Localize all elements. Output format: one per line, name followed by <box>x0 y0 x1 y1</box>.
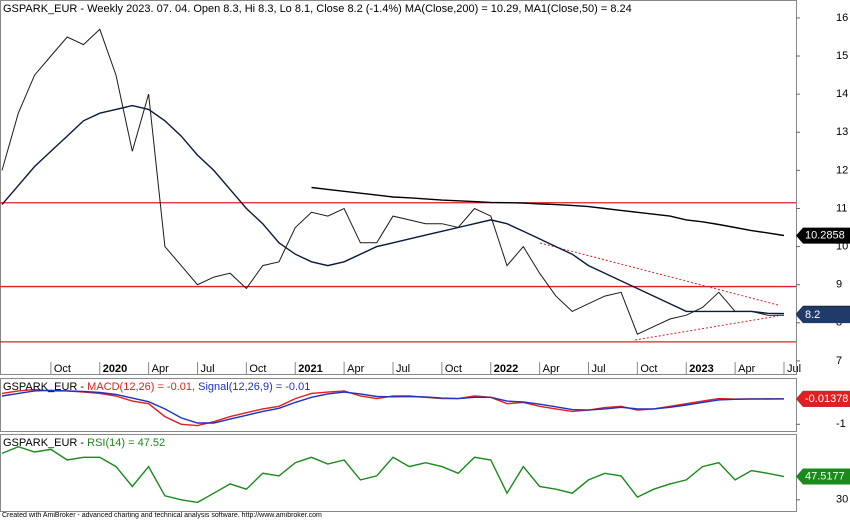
series-line <box>1 104 785 315</box>
x-tick-label: Jul <box>787 363 801 375</box>
marker-label: 8.2 <box>805 309 820 321</box>
panel-frame <box>0 434 797 512</box>
x-tick-label: 2021 <box>298 363 322 375</box>
panel-frame <box>0 378 797 432</box>
title-part: MACD(12,26) = -0.01, <box>87 381 198 393</box>
marker-box <box>796 390 850 407</box>
y-tick-label: 16 <box>836 12 848 24</box>
marker-label: 10.2858 <box>805 230 845 242</box>
value-marker: 10.2858 <box>796 227 850 244</box>
y-tick-label: 11 <box>836 202 847 214</box>
y-tick-label: 7 <box>836 355 842 367</box>
y-tick-label: 14 <box>836 88 848 100</box>
series-line <box>1 28 784 335</box>
marker-label: 47.5177 <box>805 470 845 482</box>
title-part: GSPARK_EUR - Weekly 2023. 07. 04. Open 8… <box>3 3 632 15</box>
panel-title: GSPARK_EUR - RSI(14) = 47.52 <box>3 437 165 449</box>
panel-title: GSPARK_EUR - Weekly 2023. 07. 04. Open 8… <box>3 3 632 15</box>
x-tick-label: Oct <box>249 363 266 375</box>
x-tick-label: Apr <box>152 363 169 375</box>
y-tick-label: 12 <box>836 164 848 176</box>
value-marker: -0.01378 <box>796 390 850 407</box>
value-marker: 8.2 <box>796 307 850 324</box>
series-line <box>1 389 785 424</box>
x-tick-label: Jul <box>201 363 215 375</box>
title-part: Signal(12,26,9) = -0.01 <box>198 381 310 393</box>
marker-box <box>796 307 850 324</box>
marker-box <box>796 468 850 485</box>
x-tick-label: 2022 <box>494 363 518 375</box>
title-part: GSPARK_EUR - <box>3 437 87 449</box>
x-tick-label: Oct <box>445 363 462 375</box>
trend-line <box>539 242 779 306</box>
y-tick-label: 30 <box>836 494 848 506</box>
x-tick-label: Jul <box>396 363 410 375</box>
trend-line <box>634 315 779 341</box>
x-tick-label: 2023 <box>689 363 713 375</box>
x-tick-label: Apr <box>347 363 364 375</box>
x-tick-label: Jul <box>592 363 606 375</box>
y-tick-label: 13 <box>836 126 848 138</box>
title-part: RSI(14) = 47.52 <box>87 437 165 449</box>
marker-box <box>796 227 850 244</box>
value-marker: 47.5177 <box>796 468 850 485</box>
x-tick-label: Oct <box>54 363 71 375</box>
x-tick-label: 2020 <box>103 363 127 375</box>
marker-label: -0.01378 <box>805 393 848 405</box>
panel-frame <box>0 0 797 375</box>
series-line <box>311 186 785 237</box>
series-line <box>1 445 785 504</box>
y-tick-label: 15 <box>836 50 848 62</box>
x-tick-label: Apr <box>738 363 755 375</box>
panel-title: GSPARK_EUR - MACD(12,26) = -0.01, Signal… <box>3 381 310 393</box>
footer: Created with AmiBroker - advanced charti… <box>2 512 322 519</box>
x-tick-label: Oct <box>640 363 657 375</box>
y-tick-label: -1 <box>836 418 846 430</box>
x-tick-label: Apr <box>543 363 560 375</box>
title-part: GSPARK_EUR - <box>3 381 87 393</box>
y-tick-label: 9 <box>836 279 842 291</box>
